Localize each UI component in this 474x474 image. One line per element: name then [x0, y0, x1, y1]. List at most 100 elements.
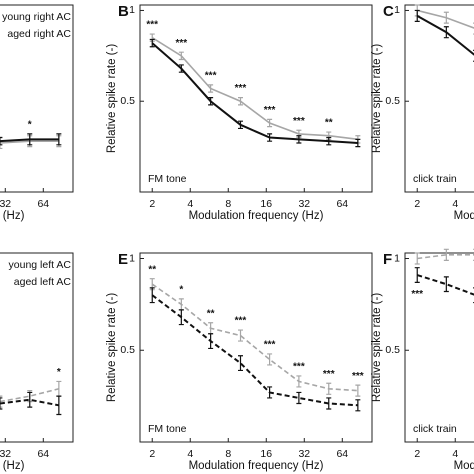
y-tick-label: 1	[394, 252, 400, 264]
error-bar	[443, 11, 449, 24]
error-bar	[326, 136, 332, 146]
significance-label: ***	[293, 116, 305, 127]
y-axis-label: Relative spike rate (-)	[106, 293, 118, 402]
significance-label: ***	[264, 340, 276, 351]
error-bar	[237, 120, 243, 130]
error-bar	[267, 118, 273, 128]
y-tick-label: 1	[129, 252, 135, 264]
y-axis-label: Relative spike rate (-)	[106, 44, 118, 153]
x-tick-label: 32	[0, 198, 11, 210]
annotation: FM tone	[148, 173, 187, 185]
legend-label: young left AC	[9, 259, 72, 271]
error-bar	[0, 136, 3, 146]
significance-label: **	[325, 118, 333, 129]
series-line	[417, 9, 474, 29]
error-bar	[27, 133, 33, 146]
series-line	[417, 254, 474, 260]
error-bar	[178, 64, 184, 73]
error-bar	[178, 309, 184, 326]
error-bar	[27, 391, 33, 408]
x-axis-label: Modulation frequency (Hz)	[0, 210, 25, 222]
series-line	[151, 283, 358, 392]
x-tick-label: 16	[260, 198, 272, 210]
error-bar	[0, 395, 3, 408]
x-tick-label: 64	[336, 198, 348, 210]
error-bar	[0, 397, 3, 410]
plot-frame	[404, 4, 474, 193]
x-axis-label: Modulation frequency (Hz)	[0, 460, 25, 472]
error-bar	[237, 329, 243, 342]
error-bar	[296, 375, 302, 388]
error-bar	[355, 384, 361, 397]
error-bar	[208, 96, 214, 106]
y-tick-label: 0.5	[385, 95, 400, 107]
error-bar	[149, 287, 155, 304]
error-bar	[56, 395, 62, 416]
error-bar	[267, 133, 273, 142]
error-bar	[326, 397, 332, 410]
error-bar	[296, 135, 302, 144]
plot-frame	[0, 252, 74, 443]
x-tick-label: 8	[225, 198, 231, 210]
x-tick-label: 4	[452, 448, 458, 460]
error-bar	[414, 9, 420, 22]
significance-label: ***	[146, 20, 158, 31]
x-tick-label: 4	[187, 448, 193, 460]
significance-label: ***	[264, 105, 276, 116]
error-bar	[414, 252, 420, 265]
series-line	[151, 37, 358, 141]
series-line	[416, 15, 474, 56]
x-tick-label: 64	[336, 448, 348, 460]
significance-label: ***	[235, 83, 247, 94]
error-bar	[56, 133, 62, 146]
y-tick-label: 0.5	[120, 344, 135, 356]
series-line	[151, 42, 358, 144]
error-bar	[355, 138, 361, 148]
error-bar	[443, 276, 449, 293]
y-tick-label: 0.5	[385, 344, 400, 356]
legend-label: aged right AC	[7, 28, 71, 40]
y-tick-label: 0.5	[120, 95, 135, 107]
significance-label: ***	[352, 371, 364, 382]
x-tick-label: 64	[37, 198, 49, 210]
significance-label: **	[148, 264, 156, 275]
significance-label: ***	[323, 369, 335, 380]
panel-letter: C	[383, 3, 394, 20]
panel-letter: E	[118, 251, 128, 268]
significance-label: ***	[411, 289, 423, 300]
significance-label: ***	[293, 362, 305, 373]
significance-label: ***	[175, 38, 187, 49]
error-bar	[296, 391, 302, 405]
error-bar	[443, 248, 449, 261]
x-axis-label: Modulation frequency (Hz)	[454, 460, 474, 472]
error-bar	[178, 51, 184, 61]
series-line	[151, 294, 358, 407]
y-tick-label: 1	[394, 4, 400, 16]
error-bar	[149, 38, 155, 48]
error-bar	[326, 382, 332, 395]
y-axis-label: Relative spike rate (-)	[371, 44, 383, 153]
x-tick-label: 2	[414, 198, 420, 210]
panel-letter: F	[383, 251, 392, 268]
annotation: FM tone	[148, 423, 187, 435]
x-tick-label: 32	[298, 198, 310, 210]
x-axis-label: Modulation frequency (Hz)	[454, 210, 474, 222]
x-tick-label: 16	[260, 448, 272, 460]
plot-frame	[139, 252, 373, 443]
plot-frame	[139, 4, 373, 193]
significance-label: *	[28, 120, 32, 131]
legend-label: aged left AC	[14, 276, 72, 288]
x-tick-label: 2	[149, 198, 155, 210]
series-line	[0, 388, 60, 403]
x-tick-label: 2	[149, 448, 155, 460]
error-bar	[178, 298, 184, 311]
x-tick-label: 8	[225, 448, 231, 460]
x-tick-label: 32	[0, 448, 11, 460]
legend-label: young right AC	[2, 11, 71, 23]
error-bar	[208, 333, 214, 350]
significance-label: *	[179, 285, 183, 296]
